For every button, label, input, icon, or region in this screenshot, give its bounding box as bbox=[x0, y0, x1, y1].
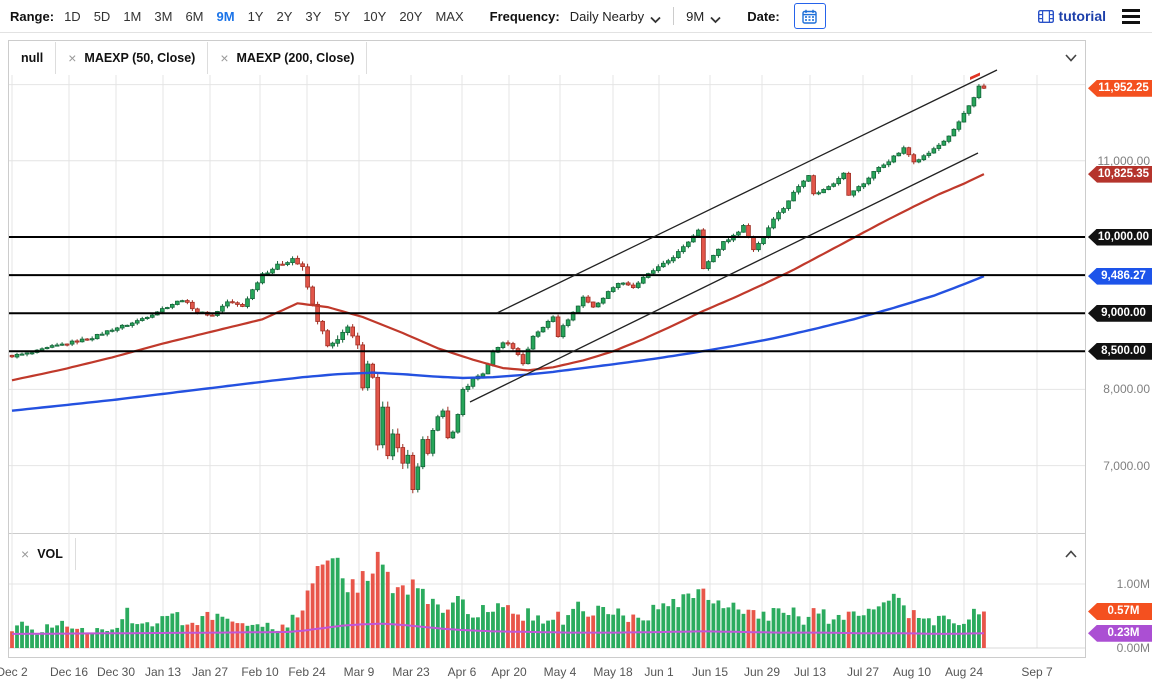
date-axis-label: Feb 10 bbox=[241, 665, 279, 679]
frequency-label: Frequency: bbox=[489, 8, 560, 24]
price-badge: 8,500.00 bbox=[1088, 342, 1152, 360]
frequency-select[interactable]: Daily Nearby bbox=[569, 8, 645, 24]
volume-legend: × VOL bbox=[9, 538, 76, 570]
date-axis-label: Aug 10 bbox=[892, 665, 932, 679]
range-button-1d[interactable]: 1D bbox=[64, 8, 81, 24]
study-legend: null × MAEXP (50, Close) × MAEXP (200, Close… bbox=[9, 42, 368, 74]
calendar-icon bbox=[802, 9, 817, 24]
chevron-down-icon[interactable] bbox=[650, 12, 661, 24]
period-select[interactable]: 9M bbox=[686, 8, 705, 24]
date-axis-label: Jun 15 bbox=[691, 665, 729, 679]
range-button-10y[interactable]: 10Y bbox=[363, 8, 387, 24]
collapse-price-panel-chevron-icon[interactable] bbox=[1064, 50, 1078, 68]
date-axis-label: Jul 27 bbox=[846, 665, 880, 679]
date-picker-button[interactable] bbox=[793, 3, 826, 29]
range-button-1y[interactable]: 1Y bbox=[247, 8, 264, 24]
chart-panel-border bbox=[8, 40, 1086, 658]
date-axis-label: Aug 24 bbox=[944, 665, 984, 679]
volume-axis-label: 1.00M bbox=[1116, 577, 1150, 591]
volume-study-label: VOL bbox=[37, 547, 63, 561]
range-button-3y[interactable]: 3Y bbox=[305, 8, 322, 24]
date-axis-label: Jan 13 bbox=[144, 665, 182, 679]
study-tab-2[interactable]: × MAEXP (200, Close) bbox=[208, 42, 368, 74]
price-axis-label: 11,000.00 bbox=[1097, 153, 1151, 168]
date-axis-label: Sep 7 bbox=[1021, 665, 1053, 679]
date-axis-label: Mar 9 bbox=[343, 665, 375, 679]
range-button-2y[interactable]: 2Y bbox=[276, 8, 293, 24]
price-badge: 10,825.35 bbox=[1088, 165, 1152, 183]
date-axis-label: Feb 24 bbox=[288, 665, 326, 679]
range-button-20y[interactable]: 20Y bbox=[399, 8, 423, 24]
date-axis-label: Dec 2 bbox=[0, 665, 28, 679]
date-axis-label: May 18 bbox=[593, 665, 633, 679]
date-axis-label: Apr 6 bbox=[447, 665, 477, 679]
price-badge: 9,486.27 bbox=[1088, 267, 1152, 285]
study-tab-0[interactable]: null bbox=[9, 42, 57, 74]
range-button-3m[interactable]: 3M bbox=[154, 8, 173, 24]
price-badge: 9,000.00 bbox=[1088, 304, 1152, 322]
panel-divider bbox=[8, 533, 1086, 534]
study-tab-label: MAEXP (50, Close) bbox=[84, 51, 196, 65]
brand-logo[interactable]: tutorial bbox=[1037, 8, 1106, 24]
price-axis-label: 7,000.00 bbox=[1103, 458, 1150, 473]
chevron-down-icon[interactable] bbox=[710, 12, 721, 24]
volume-badge: 0.23M bbox=[1088, 624, 1152, 642]
range-button-9m[interactable]: 9M bbox=[216, 8, 235, 24]
date-label: Date: bbox=[747, 8, 780, 24]
date-axis-label: Apr 20 bbox=[491, 665, 527, 679]
study-tab-1[interactable]: × MAEXP (50, Close) bbox=[56, 42, 209, 74]
date-axis-label: Dec 30 bbox=[96, 665, 136, 679]
study-tab-label: MAEXP (200, Close) bbox=[236, 51, 355, 65]
date-axis-label: Jun 1 bbox=[644, 665, 674, 679]
volume-study-tab[interactable]: × VOL bbox=[9, 538, 76, 570]
expand-volume-panel-chevron-icon[interactable] bbox=[1064, 546, 1078, 564]
range-buttons: 1D 5D 1M 3M 6M 9M 1Y 2Y 3Y 5Y 10Y 20Y MAX bbox=[64, 9, 464, 24]
study-tab-label: null bbox=[21, 51, 44, 65]
range-button-6m[interactable]: 6M bbox=[185, 8, 204, 24]
date-axis-label: Dec 16 bbox=[49, 665, 89, 679]
date-axis-label: Jul 13 bbox=[793, 665, 827, 679]
film-icon bbox=[1037, 9, 1054, 23]
volume-axis-label: 0.00M bbox=[1116, 641, 1150, 655]
hamburger-menu-icon[interactable] bbox=[1120, 7, 1142, 26]
close-study-icon[interactable]: × bbox=[68, 50, 77, 66]
date-axis-label: Jan 27 bbox=[191, 665, 229, 679]
range-button-5d[interactable]: 5D bbox=[93, 8, 111, 24]
date-axis-label: Jun 29 bbox=[743, 665, 781, 679]
date-axis-label: May 4 bbox=[543, 665, 577, 679]
price-axis-label: 8,000.00 bbox=[1103, 382, 1150, 397]
price-badge: 10,000.00 bbox=[1088, 228, 1152, 246]
toolbar: Range: 1D 5D 1M 3M 6M 9M 1Y 2Y 3Y 5Y 10Y 20Y MAX Fre… bbox=[0, 0, 1152, 33]
brand-name: tutorial bbox=[1058, 8, 1106, 24]
date-axis-label: Mar 23 bbox=[392, 665, 430, 679]
range-button-max[interactable]: MAX bbox=[435, 8, 464, 24]
range-label: Range: bbox=[10, 8, 55, 24]
close-study-icon[interactable]: × bbox=[220, 50, 229, 66]
range-button-5y[interactable]: 5Y bbox=[334, 8, 351, 24]
range-button-1m[interactable]: 1M bbox=[123, 8, 142, 24]
close-volume-study-icon[interactable]: × bbox=[21, 546, 30, 562]
toolbar-divider bbox=[673, 7, 675, 25]
volume-badge: 0.57M bbox=[1088, 603, 1152, 621]
price-badge: 11,952.25 bbox=[1088, 79, 1152, 97]
